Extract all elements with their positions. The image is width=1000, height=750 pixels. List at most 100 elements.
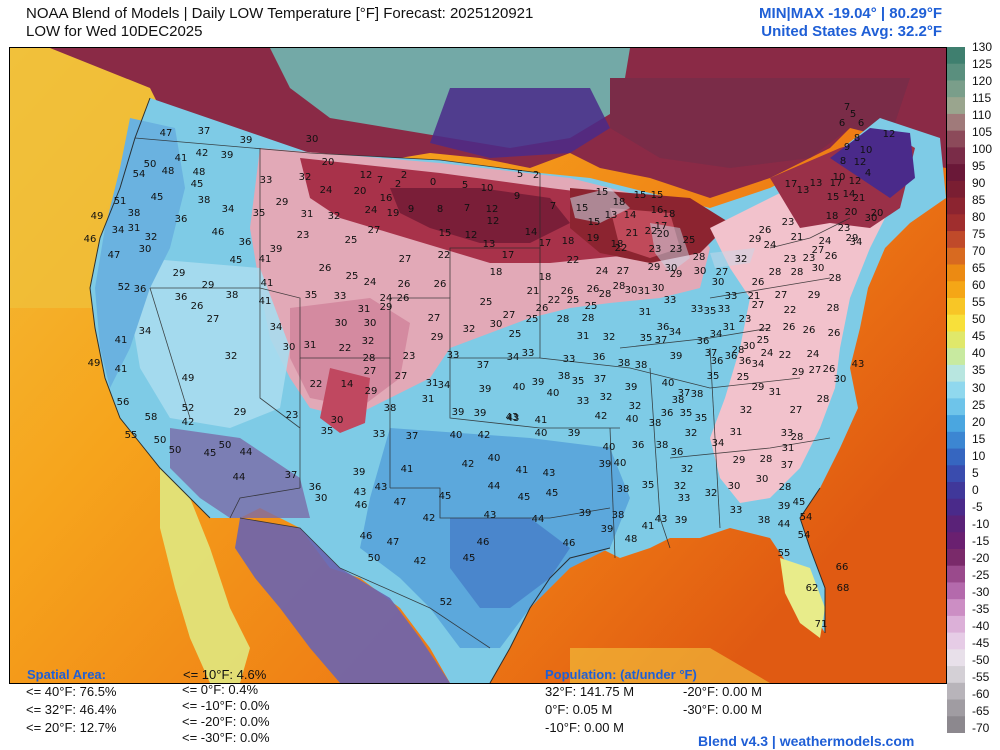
temperature-point-label: 33	[725, 291, 738, 302]
temperature-point-label: 38	[612, 510, 625, 521]
temperature-point-label: 40	[626, 414, 639, 425]
temperature-point-label: 29	[173, 268, 186, 279]
temperature-point-label: 30	[812, 263, 825, 274]
temperature-point-label: 27	[395, 371, 408, 382]
temperature-point-label: 35	[695, 413, 708, 424]
temperature-point-label: 35	[321, 426, 334, 437]
temperature-point-label: 32	[145, 232, 158, 243]
temperature-point-label: 28	[363, 353, 376, 364]
temperature-point-label: 46	[355, 500, 368, 511]
spatial-row-minus20: <= -20°F: 0.0%	[182, 714, 270, 729]
temperature-point-label: 52	[118, 282, 131, 293]
temperature-point-label: 30	[139, 244, 152, 255]
colorbar-tick-label: 95	[972, 159, 986, 174]
temperature-point-label: 13	[483, 239, 496, 250]
temperature-point-label: 45	[230, 255, 243, 266]
temperature-point-label: 7	[844, 102, 850, 113]
colorbar-tick-label: -10	[972, 516, 990, 531]
temperature-point-label: 23	[286, 410, 299, 421]
temperature-point-label: 38	[558, 371, 571, 382]
temperature-point-label: 45	[151, 192, 164, 203]
temperature-point-label: 16	[651, 205, 664, 216]
temperature-point-label: 38	[672, 395, 685, 406]
temperature-point-label: 54	[800, 512, 813, 523]
colorbar-segment	[947, 565, 965, 584]
temperature-point-label: 9	[514, 191, 520, 202]
temperature-point-label: 41	[115, 364, 128, 375]
temperature-point-label: 39	[599, 459, 612, 470]
temperature-point-label: 37	[285, 470, 298, 481]
temperature-point-label: 18	[611, 239, 624, 250]
temperature-point-label: 30	[865, 213, 878, 224]
temperature-point-label: 36	[175, 214, 188, 225]
temperature-point-label: 17	[785, 179, 798, 190]
temperature-point-label: 26	[783, 322, 796, 333]
temperature-point-label: 38	[618, 358, 631, 369]
temperature-point-label: 41	[115, 335, 128, 346]
temperature-point-label: 18	[539, 272, 552, 283]
temperature-point-label: 35	[572, 376, 585, 387]
temperature-point-label: 26	[397, 293, 410, 304]
temperature-point-label: 36	[632, 440, 645, 451]
temperature-point-label: 29	[670, 269, 683, 280]
spatial-row-10: <= 10°F: 4.6%	[183, 667, 267, 682]
colorbar-segment	[947, 364, 965, 383]
temperature-point-label: 36	[739, 356, 752, 367]
temperature-point-label: 36	[593, 352, 606, 363]
colorbar-tick-label: 105	[972, 125, 993, 140]
temperature-point-label: 32	[629, 401, 642, 412]
temperature-point-label: 28	[791, 432, 804, 443]
temperature-point-label: 48	[625, 534, 638, 545]
temperature-point-label: 31	[639, 307, 652, 318]
temperature-point-label: 40	[535, 428, 548, 439]
temperature-point-label: 41	[516, 465, 529, 476]
temperature-point-label: 29	[365, 386, 378, 397]
temperature-point-label: 20	[354, 186, 367, 197]
temperature-point-label: 26	[759, 225, 772, 236]
temperature-point-label: 18	[562, 236, 575, 247]
temperature-point-label: 30	[712, 277, 725, 288]
temperature-point-label: 25	[757, 335, 770, 346]
temperature-point-label: 24	[761, 348, 774, 359]
temperature-point-label: 35	[305, 290, 318, 301]
temperature-point-label: 33	[691, 304, 704, 315]
temperature-point-label: 13	[810, 178, 823, 189]
temperature-point-label: 41	[535, 415, 548, 426]
colorbar-segment	[947, 348, 965, 366]
temperature-point-label: 31	[782, 443, 795, 454]
temperature-point-label: 35	[707, 371, 720, 382]
temperature-point-label: 22	[567, 255, 580, 266]
temperature-point-label: 26	[825, 251, 838, 262]
temperature-point-label: 15	[596, 187, 609, 198]
colorbar-tick-label: 80	[972, 210, 986, 225]
temperature-point-label: 39	[778, 501, 791, 512]
temperature-point-label: 40	[450, 430, 463, 441]
temperature-point-label: 10	[860, 145, 873, 156]
colorbar-tick-label: 65	[972, 261, 986, 276]
temperature-point-label: 37	[678, 388, 691, 399]
temperature-point-label: 32	[681, 464, 694, 475]
temperature-point-label: 31	[128, 223, 141, 234]
colorbar-segment	[947, 699, 965, 717]
colorbar-tick-label: 115	[972, 91, 992, 106]
temperature-point-label: 22	[645, 226, 658, 237]
temperature-point-label: 35	[640, 333, 653, 344]
temperature-point-label: 22	[784, 305, 797, 316]
temperature-point-label: 28	[557, 314, 570, 325]
temperature-point-label: 32	[225, 351, 238, 362]
temperature-point-label: 32	[705, 488, 718, 499]
colorbar-tick-label: -25	[972, 567, 990, 582]
temperature-point-label: 43	[852, 359, 865, 370]
temperature-point-label: 20	[845, 207, 858, 218]
temperature-point-label: 20	[871, 208, 884, 219]
temperature-point-label: 25	[509, 329, 522, 340]
temperature-point-label: 33	[577, 396, 590, 407]
temperature-point-label: 50	[154, 435, 167, 446]
temperature-point-label: 51	[114, 196, 127, 207]
colorbar-segment	[947, 649, 965, 667]
temperature-point-label: 25	[345, 235, 358, 246]
temperature-point-label: 38	[617, 484, 630, 495]
colorbar-tick-label: -70	[972, 721, 990, 735]
temperature-point-label: 12	[883, 129, 896, 140]
temperature-point-label: 33	[447, 350, 460, 361]
